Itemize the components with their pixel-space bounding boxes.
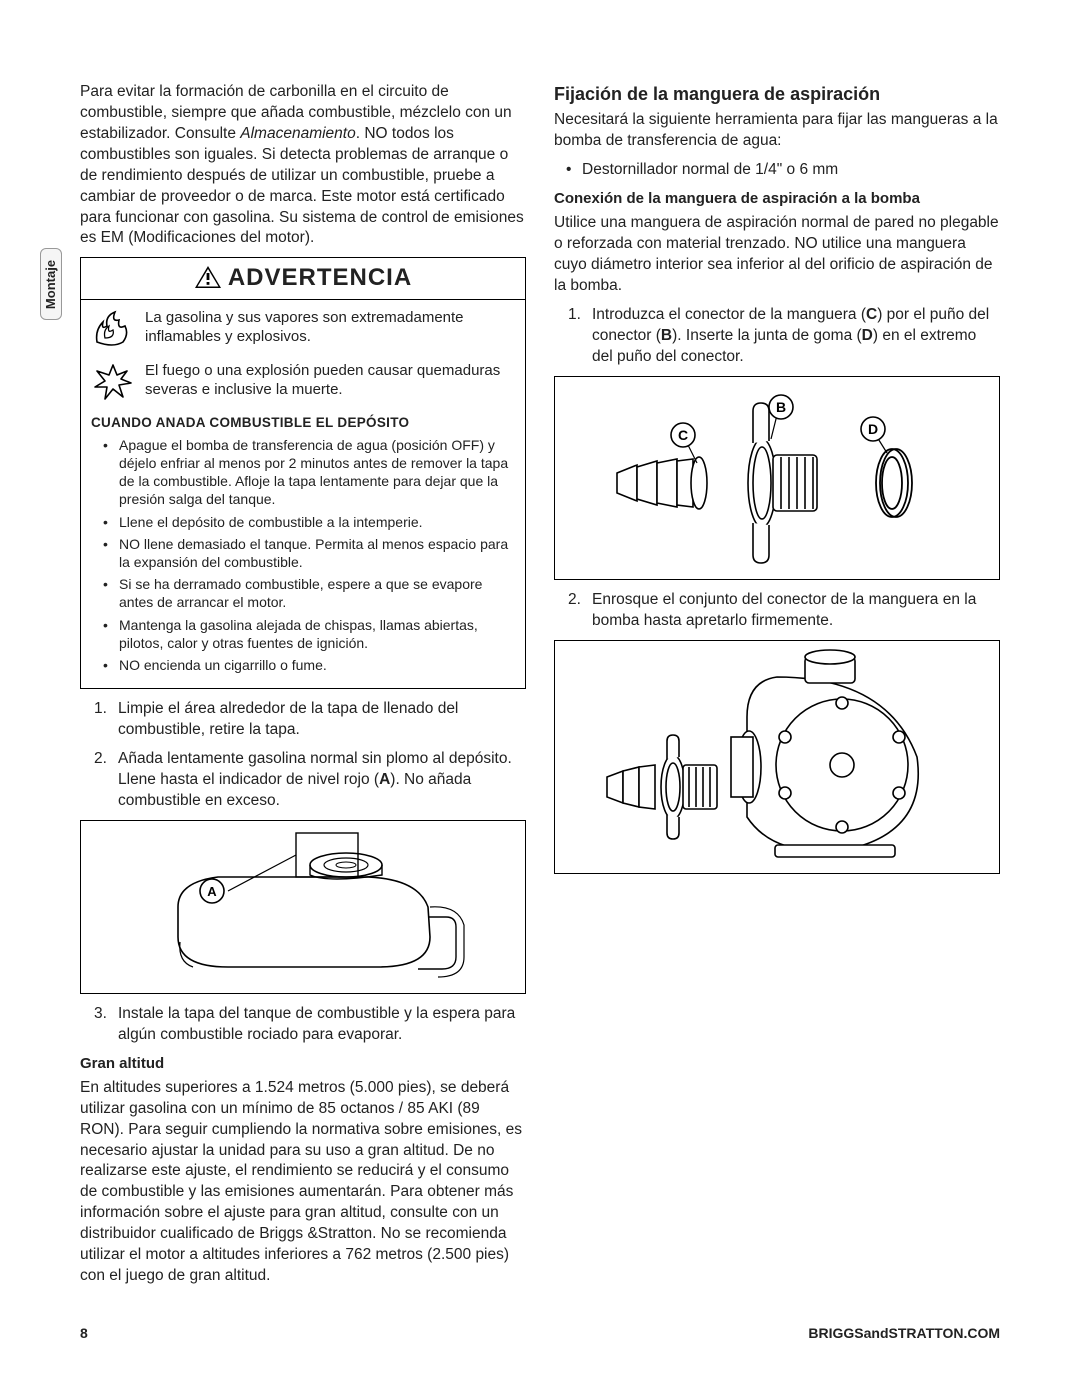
- lbl-c: C: [866, 306, 877, 323]
- label-a-inline: A: [379, 771, 390, 788]
- warning-title: ADVERTENCIA: [81, 258, 525, 299]
- step-3: 3.Instale la tapa del tanque de combusti…: [118, 1004, 526, 1046]
- step-2: 2. Añada lentamente gasolina normal sin …: [118, 749, 526, 812]
- tank-svg: A: [118, 827, 488, 987]
- altitude-heading: Gran altitud: [80, 1054, 526, 1074]
- page-number: 8: [80, 1325, 88, 1341]
- warning-body: La gasolina y sus vapores son extremadam…: [81, 300, 525, 688]
- wb-0: Apague el bomba de transferencia de agua…: [119, 436, 515, 509]
- figure-pump: [554, 640, 1000, 874]
- page-footer: 8 BRIGGSandSTRATTON.COM: [80, 1325, 1000, 1341]
- s1a: Introduzca el conector de la manguera (: [592, 306, 866, 323]
- s1c: ). Inserte la junta de goma (: [672, 327, 862, 344]
- right-p2: Utilice una manguera de aspiración norma…: [554, 213, 1000, 297]
- hose-steps: 1. Introduzca el conector de la manguera…: [554, 305, 1000, 368]
- right-intro: Necesitará la siguiente herramienta para…: [554, 110, 1000, 152]
- step3-text: Instale la tapa del tanque de combustibl…: [118, 1005, 515, 1043]
- warning-box: ADVERTENCIA La gasolina y sus vapores so…: [80, 257, 526, 689]
- wb-3: Si se ha derramado combustible, espere a…: [119, 575, 515, 611]
- wb-1: Llene el depósito de combustible a la in…: [119, 513, 515, 531]
- intro-italic: Almacenamiento: [240, 125, 355, 142]
- warn-row-2: El fuego o una explosión pueden causar q…: [91, 361, 515, 408]
- hose-step-2-list: 2.Enrosque el conjunto del conector de l…: [554, 590, 1000, 632]
- s2-text: Enrosque el conjunto del conector de la …: [592, 591, 976, 629]
- step1-text: Limpie el área alrededor de la tapa de l…: [118, 700, 458, 738]
- hose-step-2: 2.Enrosque el conjunto del conector de l…: [592, 590, 1000, 632]
- fire-icon: [91, 308, 135, 355]
- intro-text-2: . NO todos los combustibles son iguales.…: [80, 125, 524, 247]
- warning-triangle-icon: [194, 265, 222, 289]
- side-tab-label: Montaje: [44, 259, 59, 308]
- right-heading: Fijación de la manguera de aspiración: [554, 82, 1000, 106]
- intro-paragraph: Para evitar la formación de carbonilla e…: [80, 82, 526, 249]
- figure-tank: A: [80, 820, 526, 994]
- altitude-text: En altitudes superiores a 1.524 metros (…: [80, 1078, 526, 1287]
- explosion-icon: [91, 361, 135, 408]
- footer-site: BRIGGSandSTRATTON.COM: [808, 1325, 1000, 1341]
- warn-row-1: La gasolina y sus vapores son extremadam…: [91, 308, 515, 355]
- right-column: Fijación de la manguera de aspiración Ne…: [554, 82, 1000, 1295]
- figure-connector: C B D: [554, 376, 1000, 580]
- fuel-steps: 1.Limpie el área alrededor de la tapa de…: [80, 699, 526, 812]
- side-tab: Montaje: [40, 248, 62, 320]
- lbl-b: B: [661, 327, 672, 344]
- left-column: Para evitar la formación de carbonilla e…: [80, 82, 526, 1295]
- label-a: A: [207, 884, 217, 899]
- wb-5: NO encienda un cigarrillo o fume.: [119, 656, 515, 674]
- warning-bullets: Apague el bomba de transferencia de agua…: [91, 436, 515, 674]
- tool-item: Destornillador normal de 1/4" o 6 mm: [582, 160, 1000, 181]
- fuel-step-3: 3.Instale la tapa del tanque de combusti…: [80, 1004, 526, 1046]
- warn-text-1: La gasolina y sus vapores son extremadam…: [145, 308, 515, 347]
- wb-2: NO llene demasiado el tanque. Permita al…: [119, 535, 515, 571]
- step-1: 1.Limpie el área alrededor de la tapa de…: [118, 699, 526, 741]
- warning-subhead: CUANDO ANADA COMBUSTIBLE EL DEPÓSITO: [91, 414, 515, 432]
- content-columns: Para evitar la formación de carbonilla e…: [80, 82, 1000, 1295]
- label-d: D: [868, 421, 878, 437]
- warning-title-text: ADVERTENCIA: [228, 264, 412, 291]
- pump-svg: [577, 647, 977, 867]
- wb-4: Mantenga la gasolina alejada de chispas,…: [119, 616, 515, 652]
- tool-list: Destornillador normal de 1/4" o 6 mm: [554, 160, 1000, 181]
- hose-step-1: 1. Introduzca el conector de la manguera…: [592, 305, 1000, 368]
- right-subhead: Conexión de la manguera de aspiración a …: [554, 189, 1000, 209]
- label-b: B: [776, 399, 786, 415]
- label-c: C: [678, 427, 688, 443]
- connector-svg: C B D: [577, 383, 977, 573]
- lbl-d: D: [862, 327, 873, 344]
- warn-text-2: El fuego o una explosión pueden causar q…: [145, 361, 515, 400]
